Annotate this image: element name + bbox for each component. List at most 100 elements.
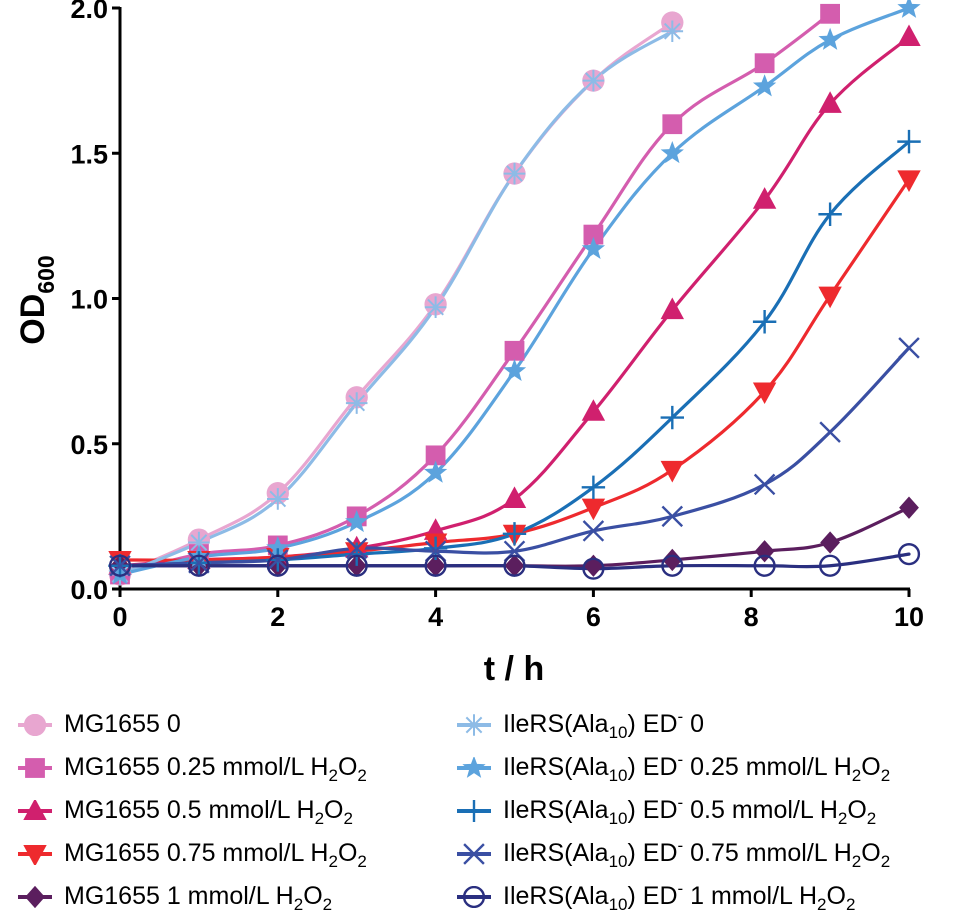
legend-item: IleRS(Ala10) ED- 0.75 mmol/L H2O2	[455, 832, 890, 875]
legend-label-text: MG1655 0.25 mmol/L	[64, 753, 304, 781]
legend-label: IleRS(Ala10) ED- 0.75 mmol/L H2O2	[503, 837, 890, 870]
legend-h2o2-sub: 2	[343, 809, 353, 828]
legend-swatch-marker	[462, 885, 486, 908]
legend-h2o2-o: O	[337, 753, 358, 781]
y-axis-title: OD600	[14, 255, 59, 344]
legend-label: IleRS(Ala10) ED- 0.25 mmol/L H2O2	[503, 751, 890, 784]
legend-strain-prefix: IleRS(Ala	[503, 753, 609, 781]
legend-dose: 1 mmol/L	[683, 882, 793, 910]
data-point	[582, 69, 605, 92]
legend-h2o2-sub: 2	[293, 895, 304, 914]
data-point	[897, 0, 921, 18]
legend-h2o2-sub: 2	[866, 809, 877, 828]
data-point	[582, 557, 605, 580]
data-point	[267, 549, 289, 571]
legend-h2o2-o: O	[337, 839, 358, 867]
legend-strain-suffix: ) ED	[627, 839, 678, 867]
legend-strain-sub: 10	[608, 852, 628, 871]
series-markers-2	[108, 24, 921, 575]
legend-strain-suffix: ) ED	[627, 753, 678, 781]
legend-item: MG1655 0	[16, 703, 367, 746]
data-point	[504, 340, 525, 361]
legend-h2o2-h: H	[792, 882, 818, 910]
legend-strain-sup: -	[677, 750, 684, 769]
data-point	[818, 91, 842, 113]
x-tick-label: 2	[270, 602, 285, 632]
legend: MG1655 0 MG1655 0.25 mmol/L H2O2 MG1655 0.…	[0, 703, 963, 919]
legend-swatch-marker	[463, 842, 485, 865]
legend-label: MG1655 0.75 mmol/L H2O2	[64, 839, 367, 871]
data-point	[267, 488, 289, 510]
data-point	[661, 505, 684, 528]
legend-item: MG1655 0.5 mmol/L H2O2	[16, 789, 367, 832]
y-tick-label: 2.0	[70, 0, 108, 24]
data-point	[582, 520, 605, 542]
legend-swatch-circle-open-icon	[457, 885, 491, 908]
legend-label: MG1655 0	[64, 712, 181, 737]
legend-strain-sup: -	[677, 879, 684, 898]
legend-strain-sub: 10	[608, 809, 628, 828]
legend-item: IleRS(Ala10) ED- 0.25 mmol/L H2O2	[455, 746, 890, 789]
legend-strain-prefix: IleRS(Ala	[503, 839, 609, 867]
data-point	[820, 3, 840, 24]
series-markers-9	[108, 543, 921, 580]
data-point	[266, 536, 290, 559]
data-point	[818, 202, 842, 226]
data-point	[752, 74, 777, 97]
data-point	[818, 27, 842, 50]
data-point	[424, 296, 447, 319]
legend-strain-suffix: ) ED	[627, 796, 678, 824]
legend-strain-suffix: ) ED	[627, 710, 678, 738]
legend-label-text: MG1655 1 mmol/L	[64, 882, 269, 910]
series-line-3	[118, 177, 911, 562]
y-tick-label: 0.0	[70, 575, 108, 605]
data-point	[662, 114, 683, 135]
x-tick-label: 10	[894, 602, 924, 632]
legend-swatch-marker	[463, 713, 485, 736]
data-point	[898, 337, 920, 359]
series-markers-1	[110, 3, 840, 585]
data-point	[753, 554, 776, 577]
data-point	[266, 554, 289, 577]
data-point	[502, 358, 527, 382]
legend-strain-sup: -	[677, 707, 684, 726]
data-point	[504, 554, 525, 577]
legend-dose: 0.5 mmol/L	[683, 796, 813, 824]
data-point	[581, 475, 606, 500]
legend-label: IleRS(Ala10) ED- 0.5 mmol/L H2O2	[503, 794, 876, 827]
legend-swatch-circle-icon	[18, 713, 52, 736]
data-point	[662, 548, 683, 572]
data-point	[502, 486, 527, 508]
legend-h2o2-sub: 2	[357, 852, 367, 871]
series-line-5	[118, 29, 674, 577]
legend-label: IleRS(Ala10) ED- 0	[503, 708, 704, 741]
data-point	[660, 405, 684, 430]
legend-swatch-marker	[23, 713, 47, 736]
data-point	[897, 129, 921, 154]
legend-h2o2-o: O	[861, 753, 881, 781]
y-tick-label: 0.5	[70, 430, 108, 460]
legend-dose: 0.75 mmol/L	[683, 839, 827, 867]
legend-strain-suffix: ) ED	[627, 882, 678, 910]
legend-item: MG1655 0.75 mmol/L H2O2	[16, 832, 367, 875]
legend-swatch-triangle-down-icon	[18, 844, 52, 865]
data-point	[425, 554, 446, 577]
legend-h2o2-sub: 2	[880, 766, 891, 785]
legend-h2o2-sub: 2	[851, 766, 862, 785]
legend-column-mg1655: MG1655 0 MG1655 0.25 mmol/L H2O2 MG1655 0.…	[16, 703, 367, 918]
legend-swatch-x-icon	[457, 842, 491, 865]
legend-swatch-marker	[23, 799, 47, 820]
legend-label-text: MG1655 0	[64, 710, 181, 738]
x-tick-label: 8	[744, 602, 759, 632]
data-point	[752, 187, 777, 209]
legend-h2o2-h: H	[812, 796, 838, 824]
legend-h2o2-h: H	[289, 796, 315, 824]
legend-dose: 0.25 mmol/L	[683, 753, 827, 781]
legend-h2o2-h: H	[826, 839, 852, 867]
growth-curve-chart: 0.0 0.5 1.0 1.5 2.0 0 2 4 6 8 10 OD600 t / h	[14, 0, 924, 688]
legend-item: IleRS(Ala10) ED- 0.5 mmol/L H2O2	[455, 789, 890, 832]
legend-h2o2-h: H	[303, 839, 329, 867]
data-point	[345, 392, 368, 414]
data-point	[661, 554, 684, 577]
legend-swatch-marker	[23, 844, 47, 865]
